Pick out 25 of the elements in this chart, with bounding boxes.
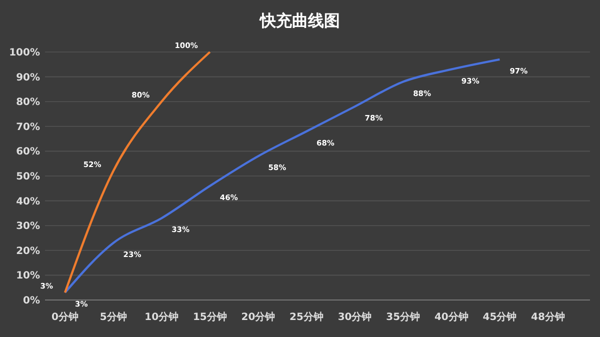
line-series: [64, 50, 211, 294]
y-tick-label: 60%: [16, 146, 40, 158]
y-tick-label: 0%: [23, 296, 40, 306]
x-tick-label: 0分钟: [52, 311, 78, 323]
x-tick-label: 5分钟: [100, 311, 127, 323]
line-series: [64, 58, 501, 294]
x-tick-label: 20分钟: [241, 311, 276, 323]
y-tick-label: 40%: [16, 196, 40, 208]
y-tick-label: 10%: [16, 270, 40, 282]
x-tick-label: 48分钟: [531, 311, 565, 323]
y-tick-label: 30%: [16, 221, 40, 232]
x-tick-label: 10分钟: [144, 311, 179, 323]
x-tick-label: 30分钟: [338, 311, 372, 323]
y-tick-label: 100%: [9, 48, 40, 58]
y-tick-label: 70%: [16, 122, 40, 133]
y-tick-label: 90%: [16, 72, 40, 84]
y-tick-label: 80%: [16, 97, 40, 108]
y-tick-label: 50%: [16, 172, 40, 182]
x-tick-label: 35分钟: [386, 311, 420, 323]
x-tick-label: 15分钟: [192, 311, 227, 323]
y-tick-label: 20%: [16, 246, 40, 257]
x-tick-label: 45分钟: [482, 311, 517, 323]
chart-title: 快充曲线图: [259, 11, 340, 30]
x-tick-label: 25分钟: [290, 311, 324, 323]
x-tick-label: 40分钟: [434, 311, 468, 323]
